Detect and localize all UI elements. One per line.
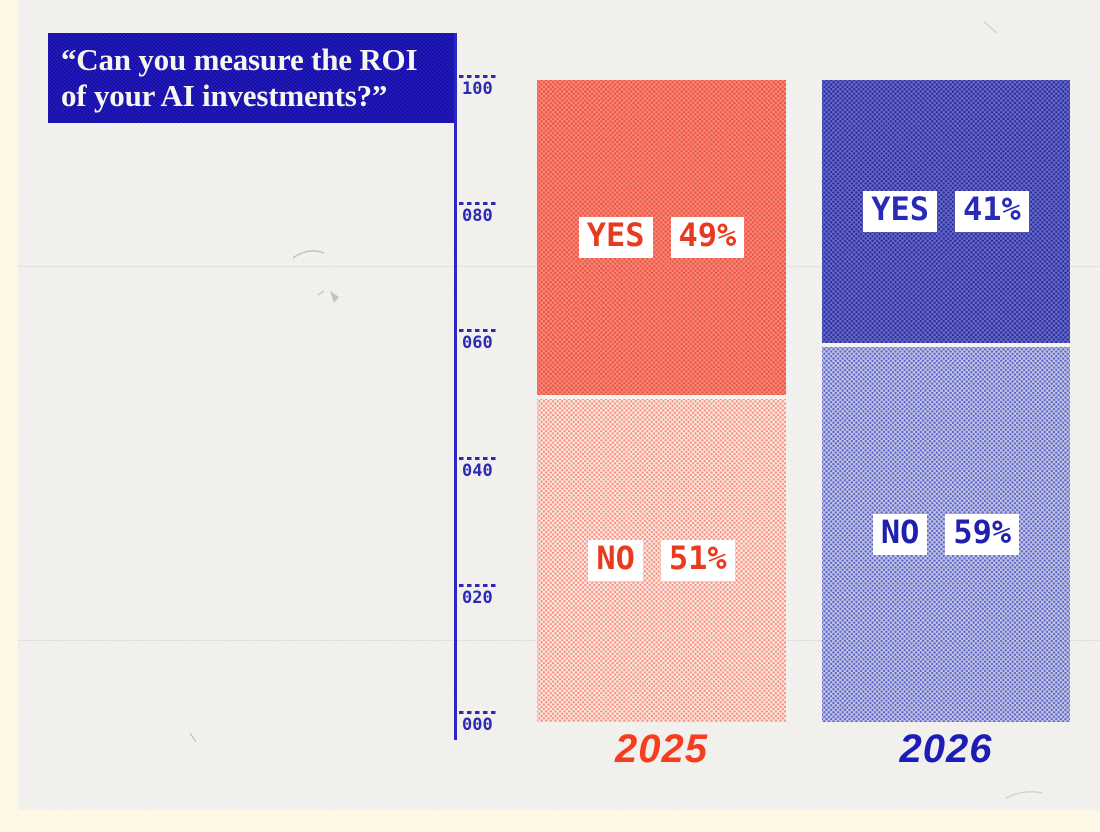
- y-axis-tick: 000: [459, 711, 519, 734]
- bar-2025: YES 49% NO 51%: [537, 80, 786, 722]
- segment-yes-2025: YES 49%: [537, 80, 786, 395]
- x-axis-label-2025: 2025: [615, 727, 708, 771]
- answer-chip: NO: [588, 539, 643, 581]
- segment-label-group: YES 41%: [863, 191, 1029, 232]
- y-axis-tick: 080: [459, 202, 519, 225]
- tick-label: 020: [462, 587, 493, 608]
- value-chip: 51%: [660, 539, 735, 581]
- tick-label: 080: [462, 205, 493, 226]
- tick-dash-icon: [459, 457, 497, 460]
- tick-dash-icon: [459, 202, 497, 205]
- y-axis-tick: 040: [459, 457, 519, 480]
- y-axis-tick: 100: [459, 75, 519, 98]
- segment-label-group: NO 51%: [588, 539, 735, 581]
- tick-label: 060: [462, 332, 493, 353]
- question-text-line1: “Can you measure the ROI: [61, 42, 418, 77]
- segment-no-2026: NO 59%: [822, 343, 1070, 722]
- x-axis-label-2026: 2026: [899, 727, 993, 771]
- segment-label-group: YES 49%: [578, 216, 745, 258]
- value-chip: 49%: [670, 216, 745, 258]
- answer-chip: YES: [578, 216, 653, 258]
- tick-dash-icon: [459, 584, 497, 587]
- y-axis-line: [454, 33, 457, 740]
- answer-chip: NO: [872, 514, 928, 555]
- value-chip: 41%: [955, 191, 1029, 232]
- tick-dash-icon: [459, 75, 497, 78]
- segment-no-2025: NO 51%: [537, 394, 786, 722]
- tick-label: 100: [462, 78, 493, 99]
- value-chip: 59%: [945, 514, 1020, 555]
- segment-yes-2026: YES 41%: [822, 80, 1070, 344]
- answer-chip: YES: [863, 191, 937, 232]
- y-axis-tick: 060: [459, 329, 519, 352]
- y-axis-tick: 020: [459, 584, 519, 607]
- tick-label: 000: [462, 714, 493, 735]
- bar-2026: YES 41% NO 59%: [822, 80, 1070, 722]
- tick-dash-icon: [459, 711, 497, 714]
- question-text-line2: of your AI investments?”: [61, 78, 388, 113]
- segment-label-group: NO 59%: [872, 514, 1020, 555]
- tick-label: 040: [462, 460, 493, 481]
- tick-dash-icon: [459, 329, 497, 332]
- question-banner: “Can you measure the ROI of your AI inve…: [48, 33, 455, 123]
